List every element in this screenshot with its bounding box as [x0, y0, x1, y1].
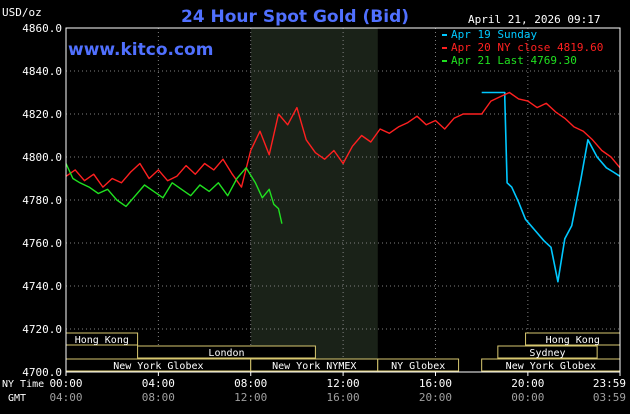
legend-swatch — [442, 34, 447, 36]
series-line-1 — [481, 91, 621, 283]
session-label: NY Globex — [391, 361, 445, 372]
legend-swatch — [442, 47, 447, 49]
brand-label: www.kitco.com — [68, 40, 213, 60]
x-tick-label-ny: 16:00 — [419, 377, 452, 390]
y-tick-label: 4840.0 — [22, 65, 62, 78]
session-label: Sydney — [529, 348, 565, 359]
x-tick-label-gmt: 20:00 — [419, 391, 452, 404]
x-tick-label-gmt: 08:00 — [142, 391, 175, 404]
x-tick-label-gmt: 16:00 — [327, 391, 360, 404]
chart-title: 24 Hour Spot Gold (Bid) — [181, 7, 409, 27]
y-tick-label: 4700.0 — [22, 366, 62, 379]
date-label: April 21, 2026 09:17 — [468, 13, 600, 26]
session-box — [497, 345, 598, 359]
gmt-label: GMT — [8, 393, 26, 404]
y-tick-label: 4740.0 — [22, 280, 62, 293]
legend-entry: Apr 21 Last 4769.30 — [451, 54, 577, 67]
y-tick-label: 4720.0 — [22, 323, 62, 336]
legend-entry: Apr 20 NY close 4819.60 — [451, 41, 603, 54]
x-tick-label-gmt: 00:00 — [511, 391, 544, 404]
legend-entry: Apr 19 Sunday — [451, 28, 537, 41]
session-label: Hong Kong — [75, 335, 129, 346]
x-tick-label-ny: 08:00 — [234, 377, 267, 390]
y-tick-label: 4820.0 — [22, 108, 62, 121]
session-label: London — [208, 348, 244, 359]
session-label: New York NYMEX — [272, 361, 356, 372]
x-tick-label-gmt: 03:59 — [593, 391, 626, 404]
x-tick-label-ny: 20:00 — [511, 377, 544, 390]
session-box — [377, 358, 460, 372]
x-tick-label-ny: 04:00 — [142, 377, 175, 390]
legend-swatch — [442, 60, 447, 62]
session-label: New York Globex — [506, 361, 596, 372]
series-line-2 — [65, 91, 621, 188]
series-line-3 — [65, 163, 283, 224]
ny-time-label: NY Time — [2, 379, 44, 390]
x-tick-label-ny: 23:59 — [593, 377, 626, 390]
x-tick-label-ny: 12:00 — [327, 377, 360, 390]
y-tick-label: 4860.0 — [22, 22, 62, 35]
session-box — [137, 345, 316, 359]
x-tick-label-ny: 00:00 — [49, 377, 82, 390]
unit-label: USD/oz — [2, 6, 42, 19]
session-label: Hong Kong — [546, 335, 600, 346]
session-label: New York Globex — [113, 361, 203, 372]
y-tick-label: 4760.0 — [22, 237, 62, 250]
x-tick-label-gmt: 12:00 — [234, 391, 267, 404]
x-tick-label-gmt: 04:00 — [49, 391, 82, 404]
y-tick-label: 4780.0 — [22, 194, 62, 207]
y-tick-label: 4800.0 — [22, 151, 62, 164]
